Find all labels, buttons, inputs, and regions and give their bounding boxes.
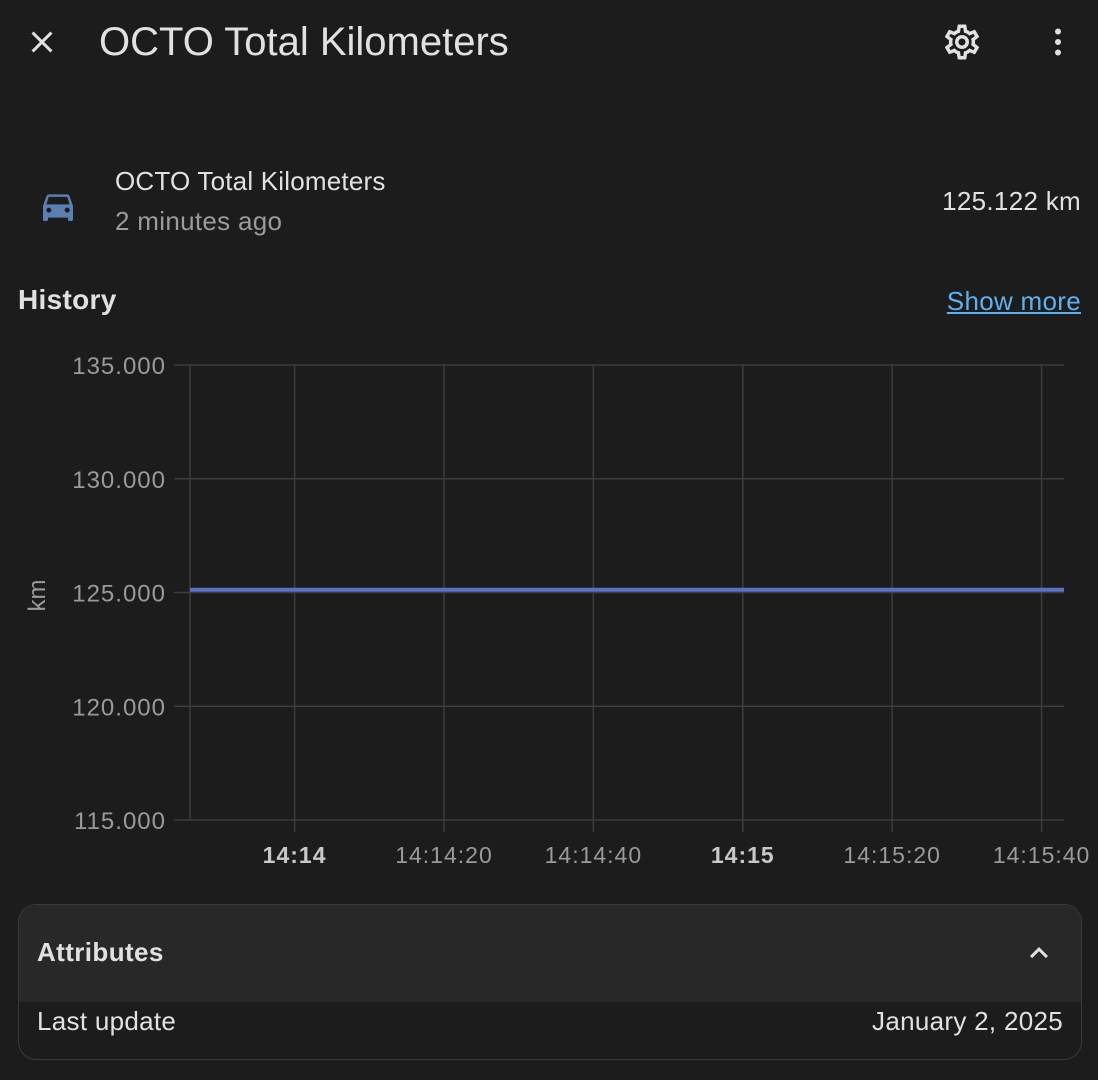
close-button[interactable] <box>18 18 66 66</box>
entity-name: OCTO Total Kilometers <box>115 166 386 196</box>
y-tick-label: 120.000 <box>72 694 166 721</box>
car-icon <box>43 194 73 221</box>
gear-icon <box>944 24 980 60</box>
attributes-chevron <box>1021 935 1057 971</box>
attributes-panel: Attributes Last update January 2, 2025 <box>18 904 1082 1060</box>
settings-button[interactable] <box>938 18 986 66</box>
entity-last-changed: 2 minutes ago <box>115 206 283 236</box>
history-chart[interactable]: 135.000 130.000 125.000 120.000 115.000 14:14… <box>0 340 1098 880</box>
history-chart-svg: 135.000 130.000 125.000 120.000 115.000 14:14… <box>24 353 1091 868</box>
chevron-up-icon <box>1030 947 1048 959</box>
dialog-title: OCTO Total Kilometers <box>99 20 509 64</box>
attributes-title: Attributes <box>37 937 164 967</box>
y-tick-label: 135.000 <box>72 353 166 380</box>
attributes-toggle[interactable]: Attributes <box>19 905 1081 1002</box>
history-title: History <box>18 284 117 315</box>
x-tick-label: 14:15 <box>711 842 775 868</box>
more-menu-button[interactable] <box>1034 18 1082 66</box>
attribute-key: Last update <box>37 1006 177 1036</box>
y-tick-label: 115.000 <box>74 808 166 835</box>
y-tick-label: 130.000 <box>72 467 166 494</box>
x-tick-label: 14:15:40 <box>993 842 1091 868</box>
x-tick-label: 14:14 <box>263 842 327 868</box>
entity-state: 125.122 km <box>942 186 1081 216</box>
x-tick-label: 14:14:40 <box>545 842 643 868</box>
y-axis-label: km <box>24 580 51 612</box>
y-tick-label: 125.000 <box>72 581 166 608</box>
x-tick-label: 14:15:20 <box>843 842 941 868</box>
dialog-header: OCTO Total Kilometers <box>0 0 1098 86</box>
show-more-link[interactable]: Show more <box>946 286 1081 316</box>
x-tick-label: 14:14:20 <box>395 842 493 868</box>
entity-row: OCTO Total Kilometers 2 minutes ago 125.… <box>0 160 1098 250</box>
dots-vertical-icon <box>1055 28 1061 56</box>
attribute-row: Last update January 2, 2025 <box>19 1002 1081 1059</box>
attribute-value: January 2, 2025 <box>872 1006 1063 1036</box>
close-icon <box>31 31 53 53</box>
entity-icon-wrap <box>36 184 80 228</box>
